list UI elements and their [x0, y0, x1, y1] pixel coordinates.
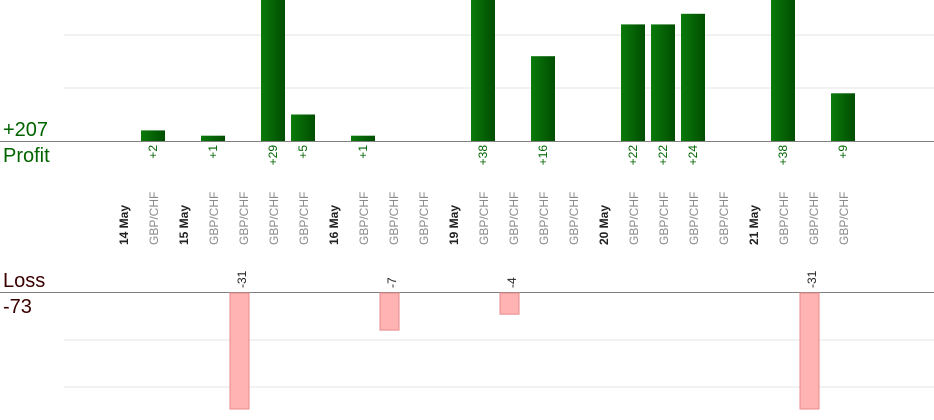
date-tick-label: 19 May: [447, 205, 461, 245]
profit-value-label: +1: [206, 145, 220, 159]
pair-tick-label: GBP/CHF: [777, 192, 791, 245]
date-tick-label: 21 May: [747, 205, 761, 245]
loss-value-label: -4: [505, 277, 519, 288]
profit-bar: [261, 0, 285, 141]
pair-tick-label: GBP/CHF: [507, 192, 521, 245]
pair-tick-label: GBP/CHF: [297, 192, 311, 245]
bars: [141, 0, 855, 410]
profit-value-label: +1: [356, 145, 370, 159]
profit-value-label: +9: [836, 145, 850, 159]
profit-bar: [291, 114, 315, 141]
pair-tick-label: GBP/CHF: [357, 192, 371, 245]
profit-value-label: +5: [296, 145, 310, 159]
profit-bar: [771, 0, 795, 141]
pair-tick-label: GBP/CHF: [537, 192, 551, 245]
pair-tick-label: GBP/CHF: [237, 192, 251, 245]
pair-tick-label: GBP/CHF: [807, 192, 821, 245]
pair-tick-label: GBP/CHF: [657, 192, 671, 245]
profit-value-label: +22: [656, 145, 670, 166]
profit-value-label: +38: [776, 145, 790, 166]
profit-bar: [681, 13, 705, 141]
pair-tick-label: GBP/CHF: [267, 192, 281, 245]
profit-bar: [141, 130, 165, 141]
pair-tick-label: GBP/CHF: [837, 192, 851, 245]
pair-tick-label: GBP/CHF: [417, 192, 431, 245]
loss-label: Loss: [3, 270, 46, 292]
pair-tick-label: GBP/CHF: [387, 192, 401, 245]
date-tick-label: 16 May: [327, 205, 341, 245]
pair-tick-label: GBP/CHF: [207, 192, 221, 245]
profit-bar: [471, 0, 495, 141]
pair-tick-label: GBP/CHF: [477, 192, 491, 245]
pair-tick-label: GBP/CHF: [627, 192, 641, 245]
profit-value-label: +22: [626, 145, 640, 166]
profit-bar: [831, 93, 855, 141]
profit-total: +207: [3, 119, 49, 141]
loss-bar: [499, 292, 520, 315]
profit-bar: [201, 135, 225, 141]
pair-tick-label: GBP/CHF: [717, 192, 731, 245]
loss-bar: [379, 292, 400, 331]
profit-value-label: +24: [686, 145, 700, 166]
pair-tick-label: GBP/CHF: [687, 192, 701, 245]
pair-tick-label: GBP/CHF: [147, 192, 161, 245]
profit-bar: [531, 56, 555, 142]
profit-bar: [351, 135, 375, 141]
profit-bar: [651, 24, 675, 141]
loss-value-label: -31: [235, 270, 249, 288]
loss-value-label: -7: [385, 277, 399, 288]
pair-tick-label: GBP/CHF: [567, 192, 581, 245]
profit-label: Profit: [3, 145, 50, 167]
profit-value-label: +16: [536, 145, 550, 166]
labels: 14 May GBP/CHF +2 15 May GBP/CHF +1 GBP/CHF -31…: [117, 145, 851, 288]
loss-value-label: -31: [805, 270, 819, 288]
loss-total: -73: [3, 296, 32, 318]
date-tick-label: 14 May: [117, 205, 131, 245]
profit-value-label: +29: [266, 145, 280, 166]
date-tick-label: 15 May: [177, 205, 191, 245]
profit-value-label: +38: [476, 145, 490, 166]
profit-bar: [621, 24, 645, 141]
profit-value-label: +2: [146, 145, 160, 159]
loss-bar: [799, 292, 820, 410]
axes: [0, 141, 934, 293]
loss-bar: [229, 292, 250, 410]
date-tick-label: 20 May: [597, 205, 611, 245]
